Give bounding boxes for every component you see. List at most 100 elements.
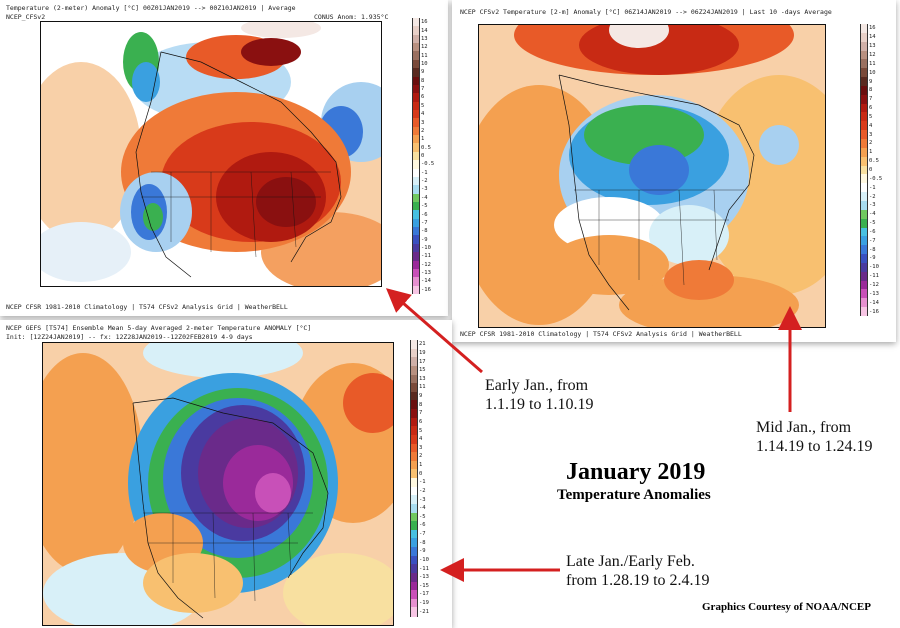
scale-tick-label: 7: [419, 410, 423, 417]
scale-swatch: [860, 209, 868, 220]
scale-tick-label: -11: [869, 273, 879, 280]
scale-tick-label: -13: [869, 290, 879, 297]
scale-swatch: [412, 76, 420, 86]
scale-swatch: [860, 218, 868, 228]
scale-tick-label: -1: [421, 169, 428, 176]
scale-swatch: [410, 564, 418, 574]
scale-swatch: [860, 50, 868, 60]
scale-tick-label: -2: [419, 487, 426, 494]
scale-tick-label: -5: [421, 203, 428, 210]
scale-tick-label: 15: [419, 367, 426, 374]
scale-tick-label: -1: [869, 184, 876, 191]
scale-swatch: [860, 59, 868, 69]
scale-tick-label: 6: [419, 418, 423, 425]
annotation-line: from 1.28.19 to 2.4.19: [566, 572, 710, 589]
scale-tick-label: 6: [421, 94, 425, 101]
scale-tick-label: -2: [869, 193, 876, 200]
scale-swatch: [412, 18, 420, 27]
scale-swatch: [412, 101, 420, 111]
scale-tick-label: 6: [869, 105, 873, 112]
scale-swatch: [860, 121, 868, 131]
scale-tick-label: -1: [419, 479, 426, 486]
scale-tick-label: -14: [421, 278, 431, 285]
scale-swatch: [410, 607, 418, 617]
scale-tick-label: 8: [421, 77, 425, 84]
scale-swatch: [860, 147, 868, 158]
scale-tick-label: 9: [419, 393, 423, 400]
scale-tick-label: 16: [421, 19, 428, 26]
scale-tick-label: 11: [421, 52, 428, 59]
scale-swatch: [410, 400, 418, 410]
scale-tick-label: -9: [869, 255, 876, 262]
map-panel-late-jan: NCEP GEFS [T574] Ensemble Mean 5-day Ave…: [0, 320, 452, 628]
scale-tick-label: -13: [419, 574, 429, 581]
scale-tick-label: 4: [419, 436, 423, 443]
scale-swatch: [410, 443, 418, 453]
panel-footer: NCEP CFSR 1981-2010 Climatology | T574 C…: [460, 330, 742, 338]
panel-subheader: Init: [12Z24JAN2019] -- fx: 12Z28JAN2019…: [6, 333, 253, 341]
scale-tick-label: -5: [869, 220, 876, 227]
scale-tick-label: -21: [419, 608, 429, 615]
annotation-line: 1.14.19 to 1.24.19: [756, 438, 873, 455]
scale-swatch: [412, 51, 420, 61]
annotation-line: Late Jan./Early Feb.: [566, 553, 695, 570]
scale-tick-label: -8: [419, 539, 426, 546]
scale-tick-label: -7: [869, 237, 876, 244]
scale-swatch: [860, 271, 868, 282]
panel-header: Temperature (2-meter) Anomaly [°C] 00Z01…: [6, 4, 296, 12]
scale-swatch: [412, 210, 420, 220]
scale-tick-label: -15: [419, 582, 429, 589]
scale-tick-label: -6: [419, 522, 426, 529]
scale-swatch: [860, 112, 868, 122]
scale-swatch: [410, 529, 418, 539]
scale-tick-label: 8: [869, 87, 873, 94]
scale-swatch: [860, 262, 868, 273]
scale-swatch: [412, 34, 420, 44]
scale-swatch: [412, 268, 420, 278]
scale-tick-label: 11: [419, 384, 426, 391]
panel-header: NCEP CFSv2 Temperature [2-m] Anomaly [°C…: [460, 8, 832, 16]
scale-swatch: [860, 156, 868, 167]
scale-swatch: [860, 254, 868, 264]
scale-tick-label: -10: [869, 264, 879, 271]
scale-tick-label: -10: [419, 556, 429, 563]
scale-swatch: [412, 260, 420, 270]
panel-subheader: NCEP_CFSv2: [6, 13, 46, 21]
scale-tick-label: -2: [421, 178, 428, 185]
scale-tick-label: 3: [869, 131, 873, 138]
scale-swatch: [410, 460, 418, 470]
scale-tick-label: -12: [421, 261, 431, 268]
scale-tick-label: 0: [869, 167, 873, 173]
scale-tick-label: -3: [421, 186, 428, 193]
scale-swatch: [410, 521, 418, 531]
scale-swatch: [860, 174, 868, 184]
scale-tick-label: 1: [421, 136, 425, 143]
scale-tick-label: -13: [421, 270, 431, 277]
scale-swatch: [860, 85, 868, 96]
scale-swatch: [412, 151, 420, 161]
annotation-late-jan: Late Jan./Early Feb. from 1.28.19 to 2.4…: [566, 552, 710, 590]
scale-tick-label: -9: [421, 236, 428, 243]
scale-swatch: [860, 139, 868, 149]
scale-tick-label: -5: [419, 513, 426, 520]
anomaly-map-graphic: [43, 343, 393, 625]
scale-swatch: [860, 307, 868, 317]
panel-footer: NCEP CFSR 1981-2010 Climatology | T574 C…: [6, 303, 288, 311]
graphic-title: January 2019: [566, 459, 706, 485]
scale-tick-label: 3: [421, 119, 425, 126]
scale-swatch: [410, 547, 418, 557]
anomaly-map-graphic: [479, 25, 825, 327]
scale-tick-label: 11: [869, 60, 876, 67]
anomaly-map: [40, 21, 382, 287]
scale-swatch: [412, 160, 420, 170]
scale-tick-label: 13: [869, 43, 876, 50]
graphic-subtitle: Temperature Anomalies: [557, 487, 711, 503]
scale-tick-label: 21: [419, 341, 426, 348]
scale-tick-label: -17: [419, 591, 429, 598]
scale-swatch: [410, 486, 418, 496]
scale-swatch: [410, 469, 418, 479]
scale-swatch: [860, 103, 868, 113]
scale-tick-label: 4: [421, 111, 425, 118]
scale-swatch: [410, 503, 418, 513]
scale-tick-label: 1: [869, 149, 873, 156]
